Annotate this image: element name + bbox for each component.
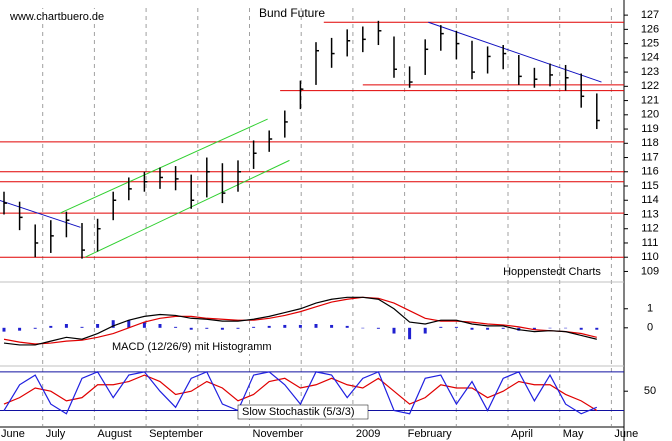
y-tick-label: 118 — [641, 137, 659, 149]
macd-histogram-bar — [564, 327, 568, 329]
macd-histogram-bar — [158, 324, 162, 328]
trendline — [84, 159, 290, 258]
x-tick-label: 2009 — [356, 428, 380, 440]
label-box — [237, 404, 369, 420]
macd-histogram-bar — [2, 327, 6, 332]
macd-histogram-bar — [361, 327, 365, 329]
site-label: www.chartbuero.de — [9, 11, 104, 23]
label-box — [108, 340, 278, 354]
macd-histogram-bar — [470, 327, 474, 330]
macd-histogram-bar — [18, 327, 22, 331]
macd-histogram-bar — [96, 324, 100, 328]
macd-signal-line — [3, 296, 597, 345]
stochastic-k-line — [3, 371, 598, 415]
x-tick-label: July — [46, 428, 66, 440]
macd-label: MACD (12/26/9) mit Histogramm — [112, 341, 272, 353]
y-tick-label: 110 — [641, 251, 659, 263]
y-tick-label: 125 — [641, 38, 659, 50]
macd-histogram-bar — [376, 327, 380, 329]
x-tick-label: November — [253, 428, 304, 440]
macd-histogram-bar — [392, 327, 396, 334]
x-tick-label: February — [408, 428, 453, 440]
macd-histogram-bar — [267, 325, 271, 328]
y-tick-label: 126 — [641, 23, 659, 35]
macd-histogram-bar — [252, 326, 256, 328]
macd-histogram-bar — [220, 327, 224, 330]
macd-histogram-bar — [330, 324, 334, 328]
y-tick-label: 123 — [641, 66, 659, 78]
macd-histogram-bar — [314, 324, 318, 328]
macd-histogram-bar — [501, 327, 505, 329]
macd-histogram-bar — [345, 325, 349, 328]
macd-histogram-bar — [205, 327, 209, 329]
y-tick-label: 113 — [641, 208, 659, 220]
macd-histogram-bar — [532, 327, 536, 330]
y-tick-label: 121 — [641, 94, 659, 106]
macd-histogram-bar — [595, 327, 599, 330]
macd-histogram-bar — [579, 327, 583, 330]
y-tick-label: 119 — [641, 123, 659, 135]
y-tick-label: 116 — [641, 166, 659, 178]
y-tick-label: 111 — [642, 237, 659, 249]
stochastic-label: Slow Stochastik (5/3/3) — [242, 406, 355, 418]
macd-histogram-bar — [142, 322, 146, 328]
macd-histogram-bar — [49, 325, 53, 328]
y-tick-label: 127 — [641, 9, 659, 21]
macd-histogram-bar — [127, 320, 131, 328]
macd-histogram-bar — [439, 326, 443, 328]
chart-title: Bund Future — [259, 6, 325, 20]
macd-histogram-bar — [454, 326, 458, 328]
trendline — [59, 118, 268, 214]
macd-histogram-bar — [236, 327, 240, 329]
macd-histogram-bar — [408, 327, 412, 340]
y-tick-label: 115 — [641, 180, 659, 192]
macd-histogram-bar — [548, 327, 552, 329]
y-tick-label: 109 — [641, 265, 659, 277]
y-tick-label: 50 — [644, 385, 656, 397]
trendline — [428, 21, 602, 83]
x-tick-label: April — [511, 428, 533, 440]
macd-histogram-bar — [486, 327, 490, 330]
y-tick-label: 1 — [647, 303, 653, 315]
macd-histogram-bar — [423, 327, 427, 334]
y-tick-label: 114 — [641, 194, 659, 206]
macd-histogram-bar — [111, 320, 115, 328]
macd-histogram-bar — [283, 324, 287, 328]
label-box — [6, 9, 110, 23]
y-tick-label: 0 — [647, 322, 653, 334]
macd-histogram-bar — [189, 327, 193, 330]
x-tick-label: June — [1, 428, 25, 440]
y-tick-label: 122 — [641, 80, 659, 92]
macd-histogram-bar — [298, 324, 302, 328]
macd-histogram-bar — [33, 327, 37, 329]
macd-histogram-bar — [80, 326, 84, 328]
macd-histogram-bar — [174, 326, 178, 328]
x-tick-label: August — [97, 428, 131, 440]
x-tick-label: September — [149, 428, 203, 440]
y-tick-label: 117 — [641, 151, 659, 163]
y-tick-label: 124 — [641, 52, 659, 64]
credit-label: Hoppenstedt Charts — [503, 266, 601, 278]
stochastic-d-line — [3, 374, 598, 412]
y-tick-label: 120 — [641, 109, 659, 121]
macd-histogram-bar — [64, 324, 68, 328]
macd-line — [3, 296, 597, 346]
x-tick-label: June — [614, 428, 638, 440]
y-tick-label: 112 — [641, 223, 659, 235]
x-tick-label: May — [563, 428, 584, 440]
